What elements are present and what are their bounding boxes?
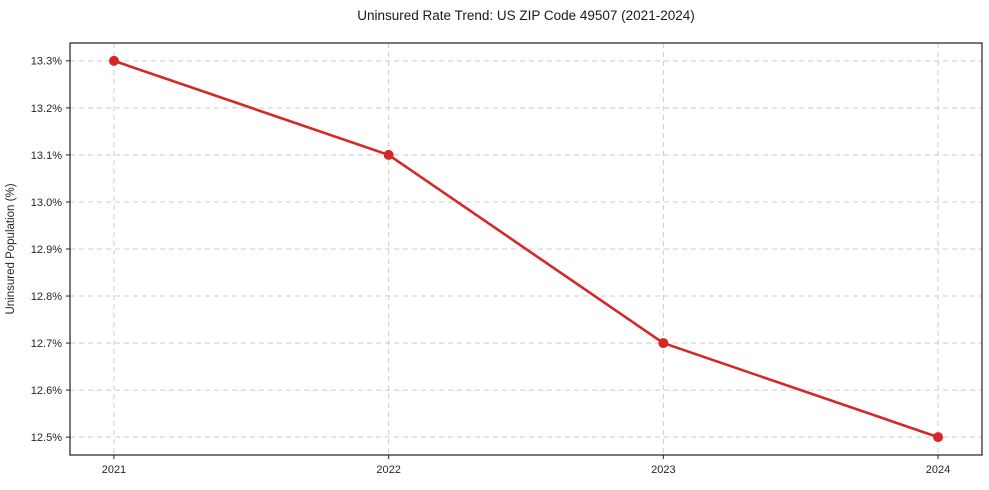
x-tick-label: 2023 xyxy=(651,464,675,476)
y-tick-label: 13.1% xyxy=(31,150,62,162)
x-tick-label: 2022 xyxy=(376,464,400,476)
y-tick-label: 13.0% xyxy=(31,197,62,209)
y-tick-label: 13.3% xyxy=(31,56,62,68)
y-tick-label: 12.9% xyxy=(31,244,62,256)
y-tick-label: 12.6% xyxy=(31,385,62,397)
chart-title: Uninsured Rate Trend: US ZIP Code 49507 … xyxy=(357,8,695,23)
data-point-marker xyxy=(108,55,119,66)
y-tick-label: 12.8% xyxy=(31,291,62,303)
trend-line xyxy=(112,59,940,439)
data-point-marker xyxy=(383,149,394,160)
y-tick-label: 12.7% xyxy=(31,338,62,350)
y-tick-label: 12.5% xyxy=(31,432,62,444)
x-tick-label: 2021 xyxy=(102,464,126,476)
x-tick-label: 2024 xyxy=(926,464,950,476)
y-tick-label: 13.2% xyxy=(31,103,62,115)
data-point-marker xyxy=(933,432,944,443)
data-point-marker xyxy=(658,338,669,349)
y-axis-label: Uninsured Population (%) xyxy=(5,183,17,314)
